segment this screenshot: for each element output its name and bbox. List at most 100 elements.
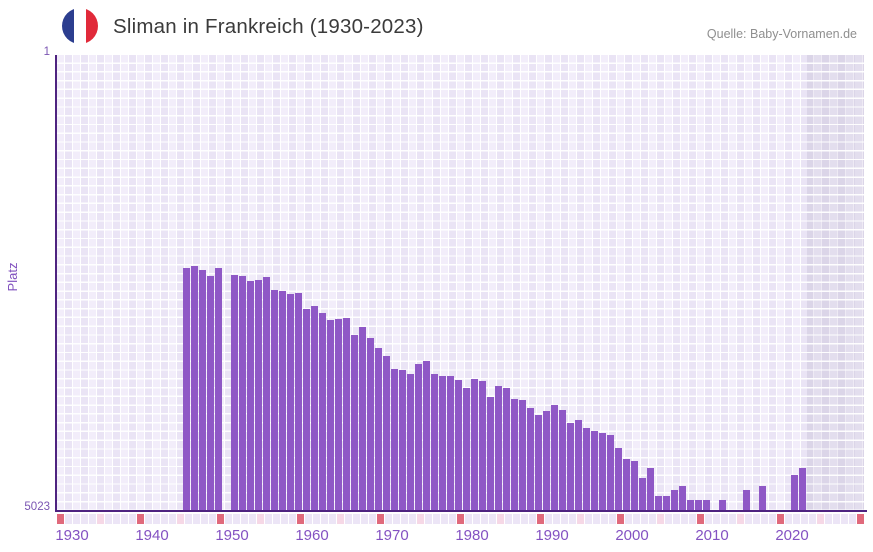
strip-cell-1980 bbox=[457, 514, 464, 524]
strip-cell-1972 bbox=[393, 514, 400, 524]
bar-2011[interactable] bbox=[703, 500, 710, 510]
strip-cell-1956 bbox=[265, 514, 272, 524]
bar-1960[interactable] bbox=[295, 293, 302, 510]
bar-1970[interactable] bbox=[375, 348, 382, 510]
bar-1975[interactable] bbox=[415, 364, 422, 510]
bar-1993[interactable] bbox=[559, 410, 566, 510]
bar-1958[interactable] bbox=[279, 291, 286, 510]
bar-1989[interactable] bbox=[527, 408, 534, 510]
bar-2003[interactable] bbox=[639, 478, 646, 510]
bar-1952[interactable] bbox=[231, 275, 238, 510]
strip-cell-1964 bbox=[329, 514, 336, 524]
strip-cell-1976 bbox=[425, 514, 432, 524]
bar-1961[interactable] bbox=[303, 309, 310, 510]
bar-1976[interactable] bbox=[423, 361, 430, 510]
x-tick-1980: 1980 bbox=[455, 527, 489, 544]
bar-1968[interactable] bbox=[359, 327, 366, 510]
bar-2013[interactable] bbox=[719, 500, 726, 510]
bar-1946[interactable] bbox=[183, 268, 190, 510]
bar-1984[interactable] bbox=[487, 397, 494, 510]
strip-cell-1948 bbox=[201, 514, 208, 524]
bar-1969[interactable] bbox=[367, 338, 374, 510]
strip-cell-1969 bbox=[369, 514, 376, 524]
strip-cell-1935 bbox=[97, 514, 104, 524]
strip-cell-1945 bbox=[177, 514, 184, 524]
bar-1987[interactable] bbox=[511, 399, 518, 510]
bar-2010[interactable] bbox=[695, 500, 702, 510]
bar-2006[interactable] bbox=[663, 496, 670, 510]
bar-1950[interactable] bbox=[215, 268, 222, 510]
strip-cell-1959 bbox=[289, 514, 296, 524]
strip-cell-1993 bbox=[561, 514, 568, 524]
bar-1994[interactable] bbox=[567, 423, 574, 510]
bar-1996[interactable] bbox=[583, 428, 590, 510]
plot-area[interactable] bbox=[57, 55, 864, 510]
strip-cell-2020 bbox=[777, 514, 784, 524]
x-axis-ticks: 1930 1940 1950 1960 1970 1980 1990 2000 2010 2020 bbox=[0, 527, 873, 547]
bar-1990[interactable] bbox=[535, 415, 542, 510]
bar-1966[interactable] bbox=[343, 318, 350, 510]
strip-cell-2005 bbox=[657, 514, 664, 524]
bar-2018[interactable] bbox=[759, 486, 766, 510]
strip-cell-2019 bbox=[769, 514, 776, 524]
strip-cell-2002 bbox=[633, 514, 640, 524]
bar-1949[interactable] bbox=[207, 276, 214, 510]
bar-2001[interactable] bbox=[623, 459, 630, 510]
bar-1986[interactable] bbox=[503, 388, 510, 510]
bar-2005[interactable] bbox=[655, 496, 662, 510]
bar-2004[interactable] bbox=[647, 468, 654, 510]
bar-1948[interactable] bbox=[199, 270, 206, 510]
bar-1954[interactable] bbox=[247, 281, 254, 510]
strip-cell-1966 bbox=[345, 514, 352, 524]
bar-1964[interactable] bbox=[327, 320, 334, 510]
strip-cell-1947 bbox=[193, 514, 200, 524]
bar-1985[interactable] bbox=[495, 386, 502, 510]
strip-cell-2024 bbox=[809, 514, 816, 524]
bar-1981[interactable] bbox=[463, 388, 470, 510]
bar-1991[interactable] bbox=[543, 411, 550, 510]
strip-cell-1979 bbox=[449, 514, 456, 524]
bar-2022[interactable] bbox=[791, 475, 798, 510]
bar-1971[interactable] bbox=[383, 356, 390, 510]
bar-1956[interactable] bbox=[263, 277, 270, 510]
bar-1974[interactable] bbox=[407, 374, 414, 510]
bar-1963[interactable] bbox=[319, 313, 326, 510]
bar-2016[interactable] bbox=[743, 490, 750, 510]
bar-1978[interactable] bbox=[439, 376, 446, 510]
bar-1977[interactable] bbox=[431, 374, 438, 510]
strip-cell-1978 bbox=[441, 514, 448, 524]
bar-2002[interactable] bbox=[631, 461, 638, 510]
bar-1947[interactable] bbox=[191, 266, 198, 510]
bar-1995[interactable] bbox=[575, 420, 582, 510]
bar-1965[interactable] bbox=[335, 319, 342, 510]
bar-2008[interactable] bbox=[679, 486, 686, 510]
strip-cell-1975 bbox=[417, 514, 424, 524]
bar-1998[interactable] bbox=[599, 433, 606, 510]
y-axis-tick-bottom: 5023 bbox=[24, 501, 50, 513]
strip-cell-2029 bbox=[849, 514, 856, 524]
bar-1962[interactable] bbox=[311, 306, 318, 510]
bar-1982[interactable] bbox=[471, 379, 478, 510]
bar-1997[interactable] bbox=[591, 431, 598, 510]
bar-2000[interactable] bbox=[615, 448, 622, 510]
strip-cell-2010 bbox=[697, 514, 704, 524]
bar-1953[interactable] bbox=[239, 276, 246, 510]
strip-cell-1939 bbox=[129, 514, 136, 524]
bar-1955[interactable] bbox=[255, 280, 262, 510]
bar-1999[interactable] bbox=[607, 435, 614, 510]
bar-2009[interactable] bbox=[687, 500, 694, 510]
bar-1972[interactable] bbox=[391, 369, 398, 510]
y-axis-line bbox=[55, 55, 57, 512]
bar-2007[interactable] bbox=[671, 490, 678, 510]
bar-1992[interactable] bbox=[551, 405, 558, 510]
strip-cell-2022 bbox=[793, 514, 800, 524]
bar-1988[interactable] bbox=[519, 400, 526, 510]
bar-1980[interactable] bbox=[455, 380, 462, 510]
bar-1983[interactable] bbox=[479, 381, 486, 510]
bar-1979[interactable] bbox=[447, 376, 454, 510]
bar-1959[interactable] bbox=[287, 294, 294, 510]
bar-1973[interactable] bbox=[399, 370, 406, 510]
bar-2023[interactable] bbox=[799, 468, 806, 510]
bar-1957[interactable] bbox=[271, 290, 278, 510]
bar-1967[interactable] bbox=[351, 335, 358, 510]
